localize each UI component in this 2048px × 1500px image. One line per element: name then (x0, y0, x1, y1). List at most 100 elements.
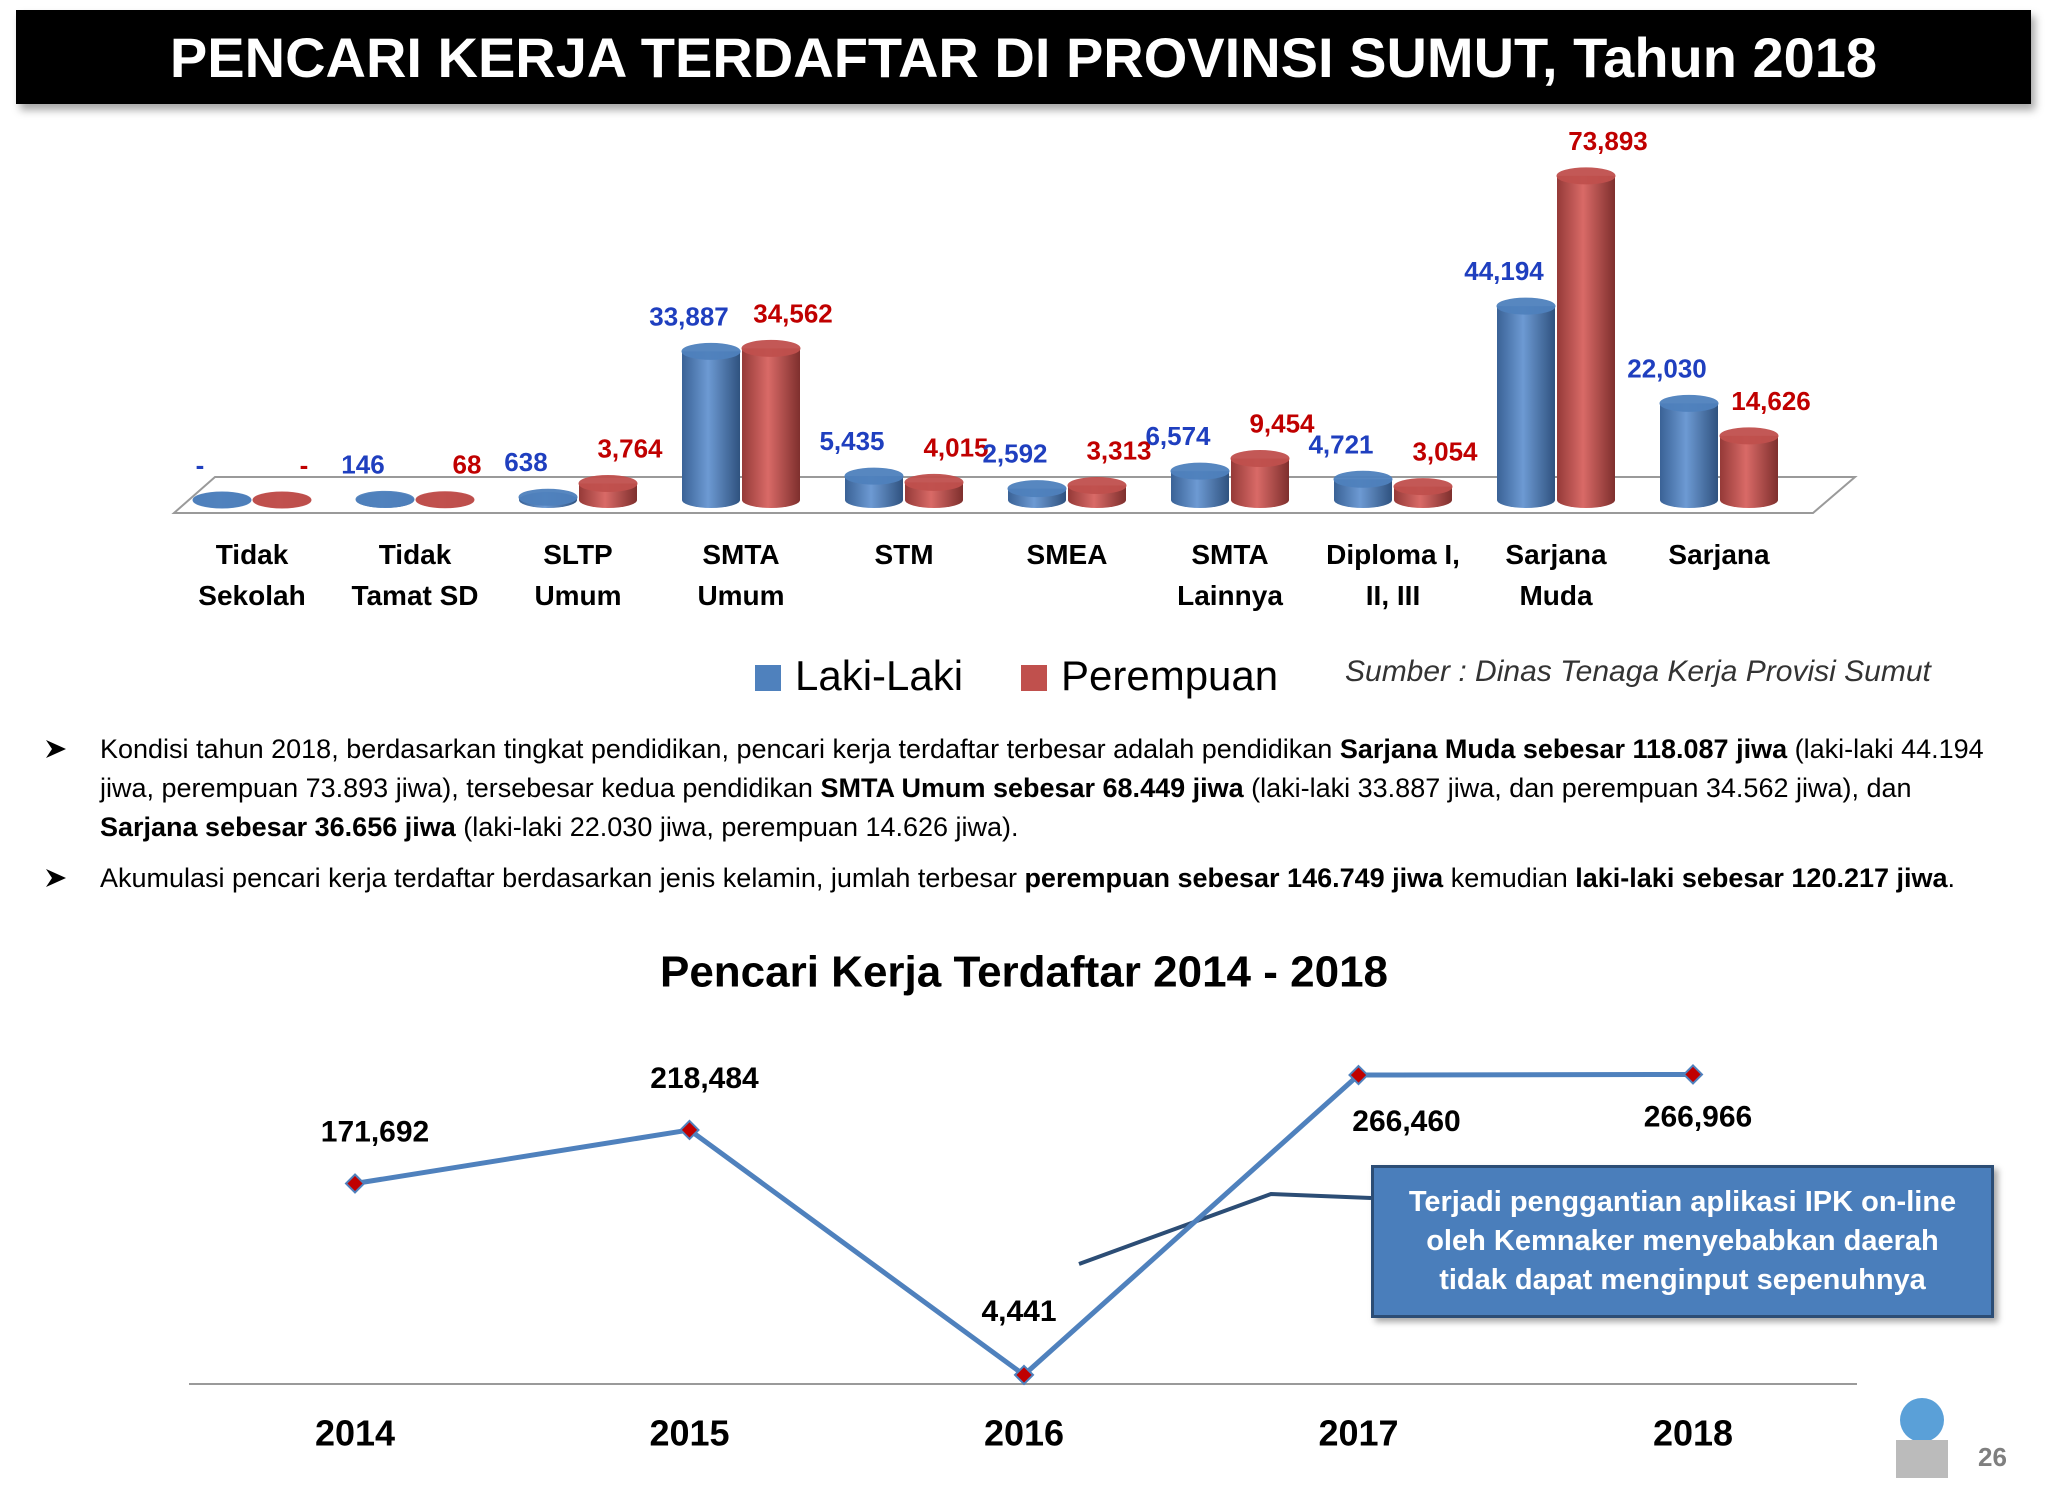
bold-text: SMTA Umum sebesar 68.449 jiwa (820, 773, 1244, 803)
bold-text: Sarjana sebesar 36.656 jiwa (100, 812, 456, 842)
bar-bottom (1394, 492, 1452, 508)
data-label: 4,015 (923, 432, 988, 462)
point-marker (679, 1119, 700, 1141)
text: (laki-laki 33.887 jiwa, dan perempuan 34… (1243, 773, 1912, 803)
bar (1556, 167, 1616, 508)
bar-top (578, 474, 638, 492)
text: (laki-laki 44.194 jiwa, perempuan 73.893… (100, 734, 1984, 803)
bar-body (742, 348, 800, 500)
x-tick-label: 2017 (1318, 1413, 1398, 1454)
bar-bottom (1497, 492, 1555, 508)
data-label: 218,484 (650, 1062, 759, 1095)
bar (904, 473, 964, 508)
x-tick-label: Sarjana Muda (1505, 539, 1607, 611)
bar-top (1067, 476, 1127, 494)
bar-bottom (1557, 492, 1615, 508)
bar-top (1170, 462, 1230, 480)
x-tick-label: STM (874, 539, 934, 570)
bar (1007, 480, 1067, 508)
bold-text: Sarjana Muda sebesar 118.087 jiwa (1339, 734, 1788, 764)
point-marker (1348, 1064, 1369, 1086)
data-label: 68 (453, 450, 482, 480)
data-label: 4,441 (981, 1295, 1056, 1328)
x-tick-label: SLTP Umum (534, 539, 622, 611)
bar-body (1720, 435, 1778, 500)
bar-top (1556, 167, 1616, 185)
data-label: 3,764 (597, 433, 663, 463)
data-label: 3,054 (1412, 437, 1478, 467)
bar (1393, 478, 1453, 508)
data-label: 14,626 (1731, 386, 1811, 416)
data-label: 33,887 (649, 301, 729, 331)
data-label: 266,460 (1352, 1105, 1460, 1138)
bar-body (1660, 403, 1718, 500)
page-number: 26 (1978, 1442, 2007, 1472)
bar (1719, 427, 1779, 508)
point-marker (344, 1173, 366, 1194)
data-label: 34,562 (753, 298, 833, 328)
legend-swatch (755, 665, 781, 691)
bar-body (1557, 175, 1615, 501)
point-marker (1013, 1364, 1035, 1386)
x-tick-label: SMTA Umum (697, 539, 785, 611)
bar-top (1719, 427, 1779, 445)
bar (844, 467, 904, 508)
data-label: 3,313 (1086, 435, 1151, 465)
x-tick-label: 2018 (1653, 1413, 1733, 1454)
logo (1896, 1398, 1948, 1478)
text: . (1947, 863, 1956, 893)
bar-top (1496, 297, 1556, 315)
text: kemudian (1443, 863, 1576, 893)
x-tick-label: Tidak Tamat SD (351, 539, 479, 611)
bar-bottom (682, 492, 740, 508)
source-note: Sumber : Dinas Tenaga Kerja Provisi Sumu… (1345, 655, 1933, 688)
bold-text: laki-laki sebesar 120.217 jiwa (1575, 863, 1948, 893)
bar-bottom (1334, 492, 1392, 508)
bar-bottom (1171, 492, 1229, 508)
bar-top (518, 488, 578, 506)
bar-bottom (1660, 492, 1718, 508)
bar (741, 339, 801, 508)
bullet-item: Akumulasi pencari kerja terdaftar berdas… (40, 859, 2000, 898)
bar-bottom (579, 492, 637, 508)
bullet-arrow (46, 869, 66, 887)
bar (518, 488, 578, 508)
data-label: 44,194 (1464, 256, 1544, 286)
x-tick-label: Sarjana (1668, 539, 1770, 570)
chart-title: Pencari Kerja Terdaftar 2014 - 2018 (660, 948, 1388, 997)
data-label: 638 (504, 447, 547, 477)
bullet-list: Kondisi tahun 2018, berdasarkan tingkat … (40, 730, 2000, 910)
bar-top (904, 473, 964, 491)
bar (1496, 297, 1556, 508)
point-marker (1682, 1064, 1704, 1085)
bar-top (741, 339, 801, 357)
bar (252, 491, 312, 509)
text: Akumulasi pencari kerja terdaftar berdas… (100, 863, 1025, 893)
callout-connector (1078, 1191, 1372, 1266)
data-label: - (300, 450, 309, 480)
bar-top (415, 491, 475, 509)
data-label: 73,893 (1568, 126, 1648, 156)
bar-bottom (1720, 492, 1778, 508)
data-label: 5,435 (819, 426, 884, 456)
data-label: 171,692 (321, 1115, 429, 1148)
text: (laki-laki 22.030 jiwa, perempuan 14.626… (455, 812, 1019, 842)
bar-top (355, 490, 415, 508)
bar (415, 491, 475, 509)
bar-bottom (1231, 492, 1289, 508)
bar-top (844, 467, 904, 485)
data-label: 266,966 (1644, 1100, 1752, 1133)
bar (1067, 476, 1127, 508)
legend-swatch (1021, 665, 1047, 691)
bar (1333, 470, 1393, 508)
bar-bottom (905, 492, 963, 508)
legend-label: Perempuan (1061, 652, 1278, 699)
data-label: 9,454 (1249, 409, 1315, 439)
bar-top (681, 342, 741, 360)
bar-body (682, 351, 740, 500)
bar-top (1333, 470, 1393, 488)
bar-top (192, 491, 252, 509)
x-tick-label: 2016 (984, 1413, 1064, 1454)
